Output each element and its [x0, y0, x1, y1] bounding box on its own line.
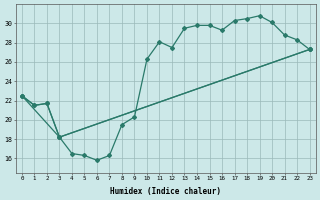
- X-axis label: Humidex (Indice chaleur): Humidex (Indice chaleur): [110, 187, 221, 196]
